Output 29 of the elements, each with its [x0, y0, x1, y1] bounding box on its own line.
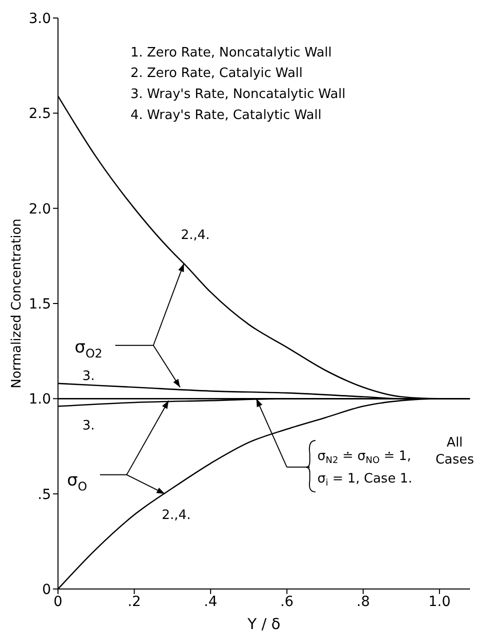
annotation: σ$_{N2}$ ≐ σ$_{NO}$ ≐ 1, — [317, 448, 412, 466]
annotation: σ$_{O}$ — [67, 470, 88, 494]
y-tick-label: 1.5 — [28, 296, 51, 312]
x-tick-label: .2 — [128, 594, 141, 610]
x-tick-label: 0 — [54, 594, 62, 610]
annotation: 2.,4. — [180, 228, 210, 243]
y-tick-label: 0 — [42, 582, 51, 598]
y-tick-label: .5 — [38, 486, 51, 503]
y-tick-label: 3.0 — [28, 10, 51, 27]
annotation: σ$_{i}$ = 1, Case 1. — [317, 471, 412, 490]
annotation: 4. Wray's Rate, Catalytic Wall — [130, 108, 322, 123]
x-tick-label: .6 — [280, 594, 294, 610]
x-tick-label: 1.0 — [428, 594, 451, 610]
y-tick-label: 2.0 — [28, 201, 51, 218]
y-axis-title: Normalized Concentration — [10, 218, 25, 388]
y-tick-label: 1.0 — [28, 392, 51, 408]
y-tick-label: 2.5 — [28, 106, 51, 122]
annotation: 2.,4. — [162, 507, 191, 522]
annotation: 1. Zero Rate, Noncatalytic Wall — [130, 44, 332, 60]
x-tick-label: .8 — [356, 594, 370, 610]
annotation: σ$_{O2}$ — [74, 336, 102, 361]
annotation: 3. Wray's Rate, Noncatalytic Wall — [130, 86, 346, 102]
x-tick-label: .4 — [204, 594, 218, 610]
x-axis-title: Y / δ — [246, 615, 280, 633]
annotation: 2. Zero Rate, Catalyic Wall — [130, 66, 303, 81]
annotation: 3. — [82, 368, 95, 384]
annotation: All — [446, 434, 463, 450]
annotation: Cases — [435, 452, 474, 468]
annotation: 3. — [82, 418, 95, 433]
